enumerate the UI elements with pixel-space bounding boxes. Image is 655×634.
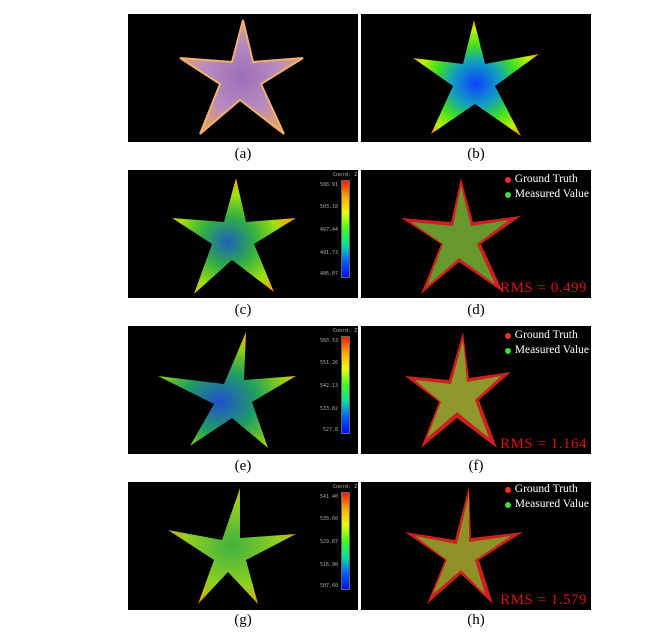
legend-label: Ground Truth bbox=[514, 329, 578, 341]
legend: Ground Truth Measured Value bbox=[504, 172, 589, 202]
legend-item-measured: Measured Value bbox=[504, 497, 589, 512]
colorbar-tick: 541.40 bbox=[319, 494, 338, 500]
colorbar-tick: 503.18 bbox=[319, 204, 338, 210]
legend-label: Measured Value bbox=[514, 498, 589, 510]
rms-value: RMS = 1.579 bbox=[500, 592, 587, 608]
caption-d: (d) bbox=[467, 302, 485, 318]
colorbar-title: Coord. Z bbox=[333, 484, 358, 490]
panel-f-comparison: Ground Truth Measured Value RMS = 1.164 bbox=[361, 326, 591, 454]
legend: Ground Truth Measured Value bbox=[504, 482, 589, 512]
ground-truth-dot-icon bbox=[504, 176, 511, 183]
measured-dot-icon bbox=[504, 347, 511, 354]
rms-value: RMS = 0.499 bbox=[500, 280, 587, 296]
colorbar-tick: 529.87 bbox=[319, 539, 338, 545]
starfish-photo bbox=[179, 19, 304, 135]
legend-label: Measured Value bbox=[514, 188, 589, 200]
colorbar-tick: 560.53 bbox=[319, 338, 338, 344]
caption-h: (h) bbox=[467, 612, 485, 628]
colorbar-tick: 486.07 bbox=[319, 271, 338, 277]
ground-truth-dot-icon bbox=[504, 332, 511, 339]
panel-b-depth bbox=[361, 14, 591, 142]
legend: Ground Truth Measured Value bbox=[504, 328, 589, 358]
colorbar-tick: 527.8 bbox=[322, 427, 338, 433]
colorbar bbox=[341, 180, 350, 278]
colorbar-title: Coord. Z bbox=[333, 328, 358, 334]
caption-e: (e) bbox=[234, 458, 252, 474]
caption-a: (a) bbox=[234, 146, 252, 162]
legend-item-ground-truth: Ground Truth bbox=[504, 328, 589, 343]
colorbar-tick: 542.13 bbox=[319, 383, 338, 389]
legend-label: Ground Truth bbox=[514, 483, 578, 495]
panel-h-comparison: Ground Truth Measured Value RMS = 1.579 bbox=[361, 482, 591, 610]
panel-e-pointcloud: Coord. Z 560.53 551.26 542.13 533.02 527… bbox=[128, 326, 358, 454]
colorbar-tick: 497.44 bbox=[319, 227, 338, 233]
colorbar-tick: 516.90 bbox=[319, 562, 338, 568]
panel-a-photo bbox=[128, 14, 358, 142]
starfish-depth-map bbox=[413, 20, 539, 136]
measured-dot-icon bbox=[504, 191, 511, 198]
legend-item-ground-truth: Ground Truth bbox=[504, 172, 589, 187]
caption-f: (f) bbox=[468, 458, 484, 474]
starfish-pointcloud bbox=[158, 332, 296, 448]
legend-item-measured: Measured Value bbox=[504, 343, 589, 358]
legend-label: Measured Value bbox=[514, 344, 589, 356]
caption-g: (g) bbox=[234, 612, 252, 628]
colorbar-tick: 491.73 bbox=[319, 250, 338, 256]
legend-label: Ground Truth bbox=[514, 173, 578, 185]
measured-dot-icon bbox=[504, 501, 511, 508]
panel-d-comparison: Ground Truth Measured Value RMS = 0.499 bbox=[361, 170, 591, 298]
caption-c: (c) bbox=[234, 302, 252, 318]
panel-c-pointcloud: Coord. Z 508.91 503.18 497.44 491.73 486… bbox=[128, 170, 358, 298]
ground-truth-dot-icon bbox=[504, 486, 511, 493]
rms-value: RMS = 1.164 bbox=[500, 436, 587, 452]
colorbar-tick: 551.26 bbox=[319, 360, 338, 366]
starfish-comparison bbox=[405, 486, 523, 604]
colorbar-title: Coord. Z bbox=[333, 172, 358, 178]
starfish-comparison bbox=[401, 178, 521, 294]
colorbar-tick: 533.02 bbox=[319, 406, 338, 412]
starfish-comparison bbox=[405, 332, 511, 448]
colorbar-tick: 535.60 bbox=[319, 516, 338, 522]
panel-g-pointcloud: Coord. Z 541.40 535.60 529.87 516.90 507… bbox=[128, 482, 358, 610]
colorbar-tick: 508.91 bbox=[319, 182, 338, 188]
colorbar bbox=[341, 492, 350, 590]
starfish-pointcloud bbox=[172, 178, 296, 294]
colorbar bbox=[341, 336, 350, 434]
legend-item-measured: Measured Value bbox=[504, 187, 589, 202]
starfish-pointcloud bbox=[168, 488, 296, 604]
caption-b: (b) bbox=[467, 146, 485, 162]
legend-item-ground-truth: Ground Truth bbox=[504, 482, 589, 497]
colorbar-tick: 507.60 bbox=[319, 583, 338, 589]
